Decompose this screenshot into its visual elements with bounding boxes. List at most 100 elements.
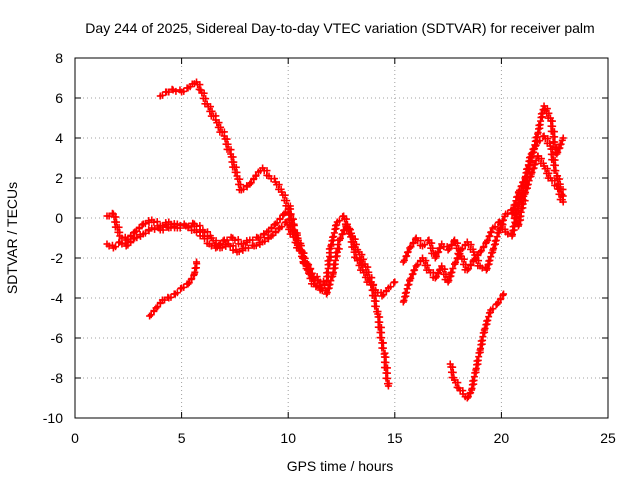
data-point-interp bbox=[158, 91, 166, 99]
data-point-interp bbox=[513, 193, 521, 201]
x-axis-tick-labels: 0 5 10 15 20 25 bbox=[71, 430, 616, 446]
data-point-interp bbox=[528, 149, 536, 157]
data-point bbox=[500, 290, 508, 298]
data-point-interp bbox=[219, 237, 227, 245]
data-point-interp bbox=[387, 283, 395, 291]
data-points bbox=[103, 78, 567, 402]
data-point-interp bbox=[467, 261, 475, 269]
data-point-interp bbox=[554, 148, 562, 156]
x-tick-label: 10 bbox=[280, 430, 296, 446]
data-point-interp bbox=[336, 234, 344, 242]
data-point bbox=[406, 244, 414, 252]
data-point-interp bbox=[454, 239, 462, 247]
data-point-interp bbox=[490, 241, 498, 249]
data-point bbox=[286, 202, 294, 210]
data-point-interp bbox=[290, 221, 298, 229]
data-point-interp bbox=[379, 344, 387, 352]
data-point-interp bbox=[487, 253, 495, 261]
data-point-interp bbox=[530, 145, 538, 153]
data-point-interp bbox=[404, 281, 412, 289]
data-point-interp bbox=[112, 243, 120, 251]
data-point-interp bbox=[223, 135, 231, 143]
data-point-interp bbox=[497, 221, 505, 229]
data-point-interp bbox=[216, 241, 224, 249]
data-point-interp bbox=[325, 281, 333, 289]
data-point-interp bbox=[455, 250, 463, 258]
data-point-interp bbox=[442, 270, 450, 278]
data-point-interp bbox=[493, 233, 501, 241]
data-point-interp bbox=[477, 337, 485, 345]
data-point-interp bbox=[403, 248, 411, 256]
data-point-interp bbox=[352, 240, 360, 248]
data-point-interp bbox=[408, 270, 416, 278]
data-point-interp bbox=[536, 137, 544, 145]
data-point-interp bbox=[127, 233, 135, 241]
data-point-interp bbox=[223, 236, 231, 244]
data-point-interp bbox=[239, 185, 247, 193]
data-point-interp bbox=[301, 254, 309, 262]
y-tick-label: 6 bbox=[55, 90, 63, 106]
data-point bbox=[391, 278, 399, 286]
x-tick-label: 0 bbox=[71, 430, 79, 446]
data-point-interp bbox=[523, 165, 531, 173]
data-point-interp bbox=[335, 217, 343, 225]
data-point-interp bbox=[489, 305, 497, 313]
data-point-interp bbox=[519, 178, 527, 186]
data-point-interp bbox=[167, 293, 175, 301]
data-point-interp bbox=[180, 283, 188, 291]
x-tick-label: 5 bbox=[178, 430, 186, 446]
data-point-interp bbox=[187, 275, 195, 283]
data-point-interp bbox=[421, 241, 429, 249]
data-point-interp bbox=[481, 324, 489, 332]
data-point-interp bbox=[249, 236, 257, 244]
data-point-interp bbox=[261, 237, 269, 245]
data-point-interp bbox=[236, 181, 244, 189]
x-tick-label: 20 bbox=[494, 430, 510, 446]
data-point-interp bbox=[407, 274, 415, 282]
data-point-interp bbox=[490, 244, 498, 252]
y-tick-label: 2 bbox=[55, 170, 63, 186]
data-point-interp bbox=[402, 252, 410, 260]
data-point-interp bbox=[267, 225, 275, 233]
data-point-interp bbox=[516, 213, 524, 221]
data-point-interp bbox=[339, 226, 347, 234]
data-point-interp bbox=[329, 233, 337, 241]
data-point-interp bbox=[244, 244, 252, 252]
data-point-interp bbox=[469, 377, 477, 385]
data-point-interp bbox=[332, 249, 340, 257]
data-point-interp bbox=[300, 249, 308, 257]
axis-ticks bbox=[74, 57, 609, 419]
data-point-interp bbox=[473, 357, 481, 365]
data-point-interp bbox=[555, 175, 563, 183]
data-point bbox=[463, 266, 471, 274]
data-point-interp bbox=[173, 289, 181, 297]
x-tick-label: 25 bbox=[600, 430, 616, 446]
data-point-interp bbox=[491, 237, 499, 245]
data-point-interp bbox=[289, 226, 297, 234]
data-point-interp bbox=[535, 121, 543, 129]
data-point-interp bbox=[331, 222, 339, 230]
data-point-interp bbox=[324, 257, 332, 265]
y-tick-label: 8 bbox=[55, 50, 63, 66]
plot-frame bbox=[74, 57, 609, 419]
data-point-interp bbox=[449, 265, 457, 272]
data-point-interp bbox=[334, 241, 342, 249]
data-point-interp bbox=[428, 239, 436, 247]
data-point-interp bbox=[191, 264, 199, 272]
data-point bbox=[463, 394, 471, 402]
data-point-interp bbox=[525, 177, 533, 185]
data-point-interp bbox=[445, 276, 453, 284]
data-point-interp bbox=[432, 252, 440, 260]
data-point-interp bbox=[432, 273, 440, 281]
data-point-interp bbox=[447, 269, 455, 277]
data-point-interp bbox=[434, 248, 442, 256]
data-point-interp bbox=[485, 232, 493, 240]
x-axis-label: GPS time / hours bbox=[287, 458, 394, 474]
data-point-interp bbox=[138, 221, 146, 229]
data-point-interp bbox=[483, 317, 491, 325]
data-point bbox=[384, 382, 392, 390]
y-tick-label: -2 bbox=[51, 250, 64, 266]
y-tick-label: -8 bbox=[51, 370, 64, 386]
data-point-interp bbox=[496, 295, 504, 303]
